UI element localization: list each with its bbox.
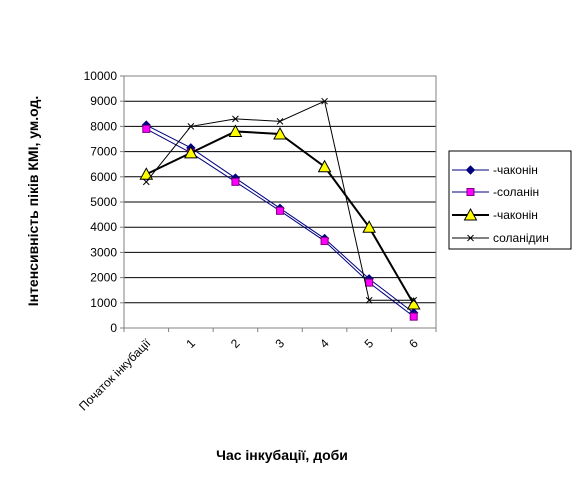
data-point xyxy=(320,237,329,246)
y-tick-label: 6000 xyxy=(90,170,117,184)
legend-marker xyxy=(467,234,474,242)
y-tick-label: 7000 xyxy=(90,145,117,159)
y-tick-label: 2000 xyxy=(90,271,117,285)
data-point xyxy=(142,124,151,133)
data-point xyxy=(184,145,198,159)
marker-stroke xyxy=(187,123,195,130)
legend-marker xyxy=(463,207,478,221)
legend-item-4: соланідин xyxy=(452,231,549,245)
data-point xyxy=(406,297,421,310)
data-point xyxy=(365,296,373,304)
marker-stroke xyxy=(365,296,373,304)
marker-stroke xyxy=(142,178,150,186)
legend-item-2: -соланін xyxy=(452,185,539,199)
data-point xyxy=(409,312,418,321)
legend-label: соланідин xyxy=(493,231,549,245)
series-group xyxy=(139,97,421,321)
legend-item-3: -чаконін xyxy=(452,207,538,222)
data-point xyxy=(142,178,150,186)
data-point xyxy=(187,123,195,130)
data-point xyxy=(317,159,332,173)
y-axis-title: Інтенсивність піків КМІ, ум.од. xyxy=(25,96,41,307)
x-axis-title: Час інкубації, доби xyxy=(216,447,348,463)
legend: -чаконін -соланін -чаконін соланідин xyxy=(448,150,572,250)
data-point xyxy=(365,278,374,287)
data-point xyxy=(410,296,418,304)
legend-label: -чаконін xyxy=(493,208,538,222)
data-point xyxy=(228,124,243,137)
y-tick-label: 3000 xyxy=(90,245,117,259)
legend-item-1: -чаконін xyxy=(452,163,538,177)
data-point xyxy=(139,167,154,180)
data-point xyxy=(321,97,328,105)
legend-marker xyxy=(466,188,475,196)
y-tick-label: 9000 xyxy=(90,94,117,108)
legend-label: -соланін xyxy=(493,185,539,199)
y-tick-label: 10000 xyxy=(84,69,118,83)
marker-stroke xyxy=(467,234,474,242)
y-axis-ticks: 0 1000 2000 3000 4000 5000 6000 7000 8000 9000 100… xyxy=(84,69,124,335)
y-tick-label: 0 xyxy=(110,321,117,335)
y-tick-label: 8000 xyxy=(90,119,117,133)
y-tick-label: 4000 xyxy=(90,220,117,234)
marker-stroke xyxy=(321,97,328,105)
marker-stroke xyxy=(232,115,239,123)
y-tick-label: 1000 xyxy=(90,296,117,310)
data-point xyxy=(232,115,239,123)
data-point xyxy=(276,118,284,125)
data-point xyxy=(231,177,240,186)
marker-stroke xyxy=(410,296,418,304)
legend-marker xyxy=(465,165,476,175)
series-4 xyxy=(142,97,418,304)
y-tick-label: 5000 xyxy=(90,195,117,209)
series-3 xyxy=(139,124,421,310)
legend-label: -чаконін xyxy=(493,163,538,177)
marker-stroke xyxy=(276,118,284,125)
data-point xyxy=(362,220,376,233)
data-point xyxy=(276,206,284,215)
data-point xyxy=(273,126,287,140)
